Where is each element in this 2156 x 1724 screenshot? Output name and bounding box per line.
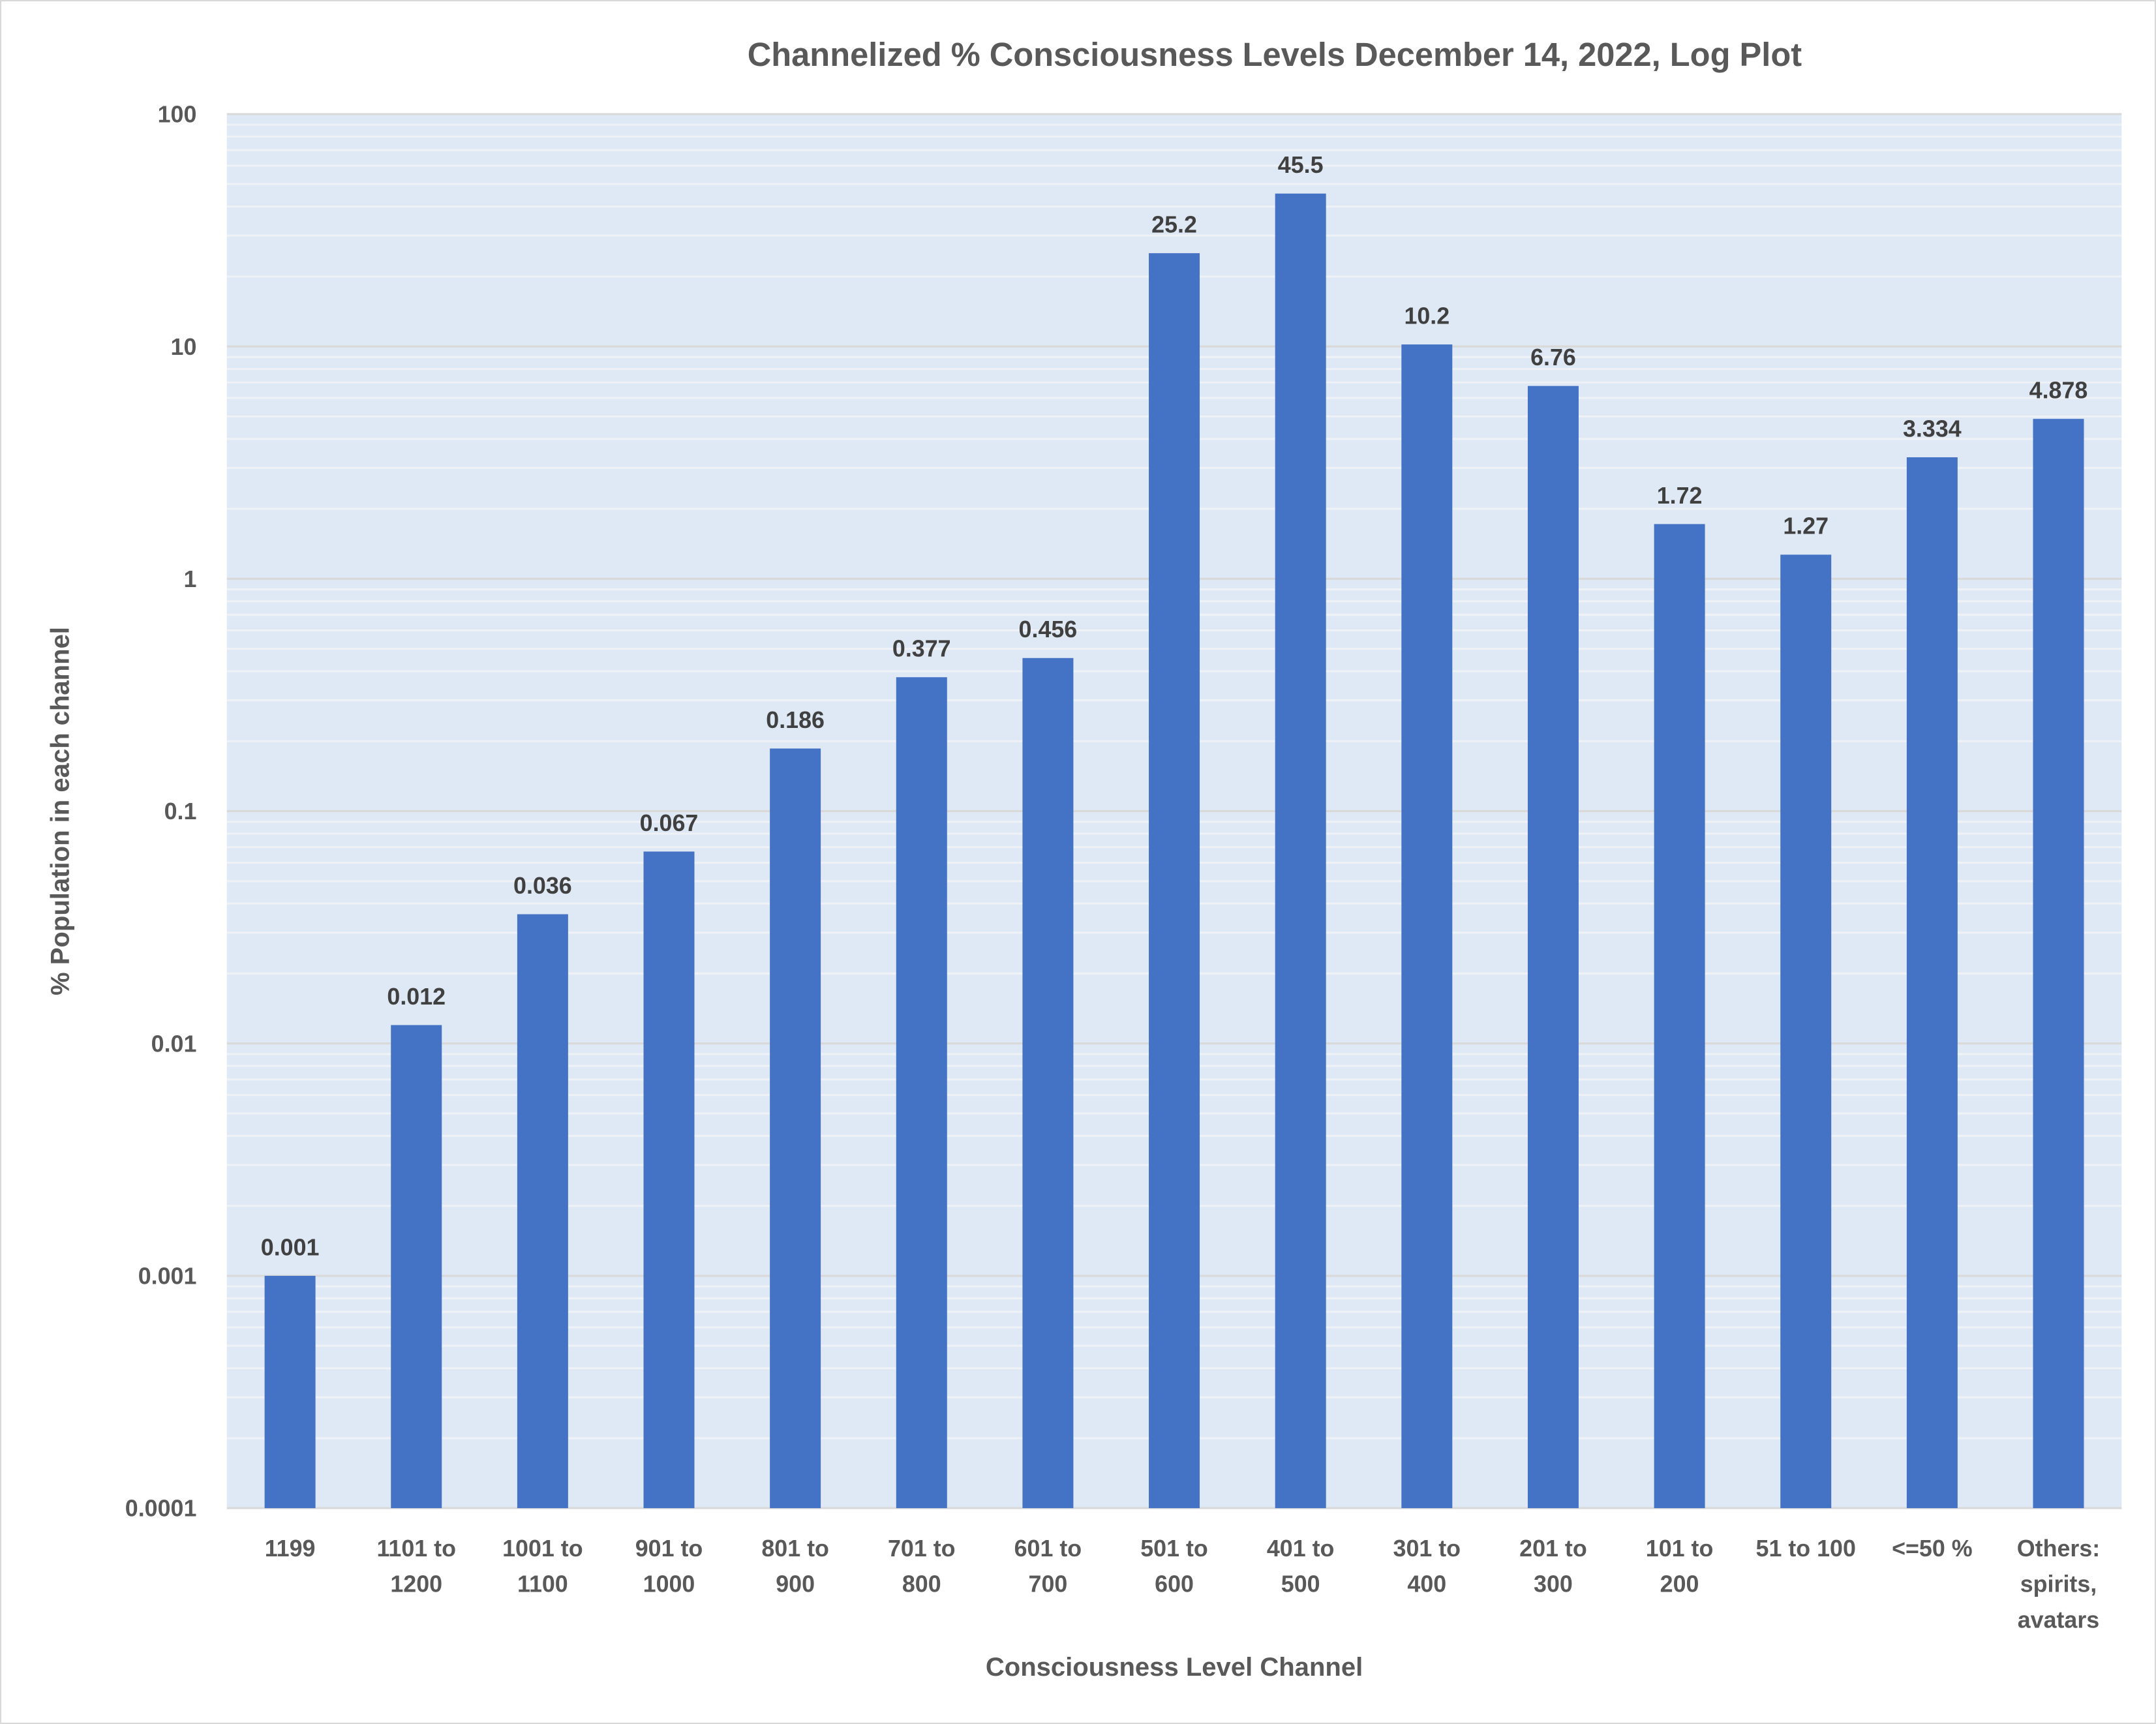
bar: [2033, 419, 2084, 1509]
x-tick-label: 301 to: [1393, 1535, 1461, 1562]
x-tick-label: 1199: [265, 1535, 316, 1562]
data-label: 3.334: [1903, 416, 1962, 442]
bar: [643, 851, 695, 1509]
x-tick-label: 401 to: [1267, 1535, 1335, 1562]
bar: [770, 748, 821, 1509]
data-label: 0.036: [513, 873, 572, 899]
x-tick-label: 1200: [390, 1571, 442, 1597]
x-tick-label: 1001 to: [502, 1535, 583, 1562]
x-tick-label: 500: [1281, 1571, 1320, 1597]
data-label: 6.76: [1530, 344, 1576, 371]
bar: [1906, 457, 1958, 1509]
x-tick-label: 1101 to: [376, 1535, 456, 1562]
x-tick-label: 600: [1155, 1571, 1194, 1597]
bar: [896, 677, 947, 1509]
bar: [1654, 524, 1705, 1509]
y-tick-label: 100: [158, 102, 197, 128]
x-tick-label: 1000: [643, 1571, 695, 1597]
x-tick-label: 900: [776, 1571, 815, 1597]
x-tick-label: 200: [1660, 1571, 1699, 1597]
y-tick-label: 10: [171, 334, 197, 360]
x-tick-label: 101 to: [1646, 1535, 1714, 1562]
x-tick-label: 1100: [517, 1571, 568, 1597]
bar: [1022, 658, 1074, 1509]
data-label: 0.456: [1019, 616, 1078, 643]
x-tick-label: <=50 %: [1892, 1535, 1973, 1562]
bar: [1527, 386, 1579, 1509]
data-label: 1.72: [1657, 483, 1703, 509]
y-tick-label: 0.01: [151, 1031, 197, 1057]
x-tick-label: 51 to 100: [1756, 1535, 1856, 1562]
x-tick-label: 501 to: [1140, 1535, 1208, 1562]
bar: [1780, 554, 1832, 1509]
bar: [1275, 193, 1326, 1509]
bar: [1401, 344, 1453, 1509]
bar: [391, 1025, 442, 1509]
x-tick-label: 801 to: [761, 1535, 829, 1562]
y-tick-label: 1: [183, 566, 196, 592]
x-tick-label: spirits,: [2020, 1571, 2097, 1597]
data-label: 25.2: [1151, 212, 1197, 238]
x-tick-label: 701 to: [888, 1535, 956, 1562]
y-tick-label: 0.001: [138, 1263, 197, 1290]
x-tick-label: 901 to: [635, 1535, 703, 1562]
data-label: 0.377: [892, 636, 951, 662]
x-axis-title: Consciousness Level Channel: [986, 1653, 1363, 1682]
data-label: 0.067: [640, 810, 699, 836]
bar: [264, 1275, 316, 1509]
x-tick-label: Others:: [2017, 1535, 2100, 1562]
x-tick-label: 201 to: [1519, 1535, 1587, 1562]
data-label: 45.5: [1278, 152, 1324, 178]
data-label: 1.27: [1783, 513, 1829, 539]
x-tick-label: 700: [1029, 1571, 1068, 1597]
data-label: 0.001: [261, 1234, 320, 1260]
bar: [517, 914, 568, 1509]
y-axis-title: % Population in each channel: [46, 627, 74, 995]
bar: [1149, 253, 1200, 1509]
x-tick-label: avatars: [2018, 1607, 2100, 1633]
y-tick-label: 0.1: [164, 798, 197, 824]
x-tick-label: 300: [1534, 1571, 1573, 1597]
x-tick-label: 601 to: [1014, 1535, 1082, 1562]
x-tick-label: 800: [902, 1571, 941, 1597]
data-label: 0.186: [766, 707, 825, 733]
data-label: 0.012: [387, 984, 446, 1010]
y-tick-label: 0.0001: [125, 1496, 197, 1522]
chart-title: Channelized % Consciousness Levels Decem…: [748, 36, 1802, 73]
x-tick-label: 400: [1407, 1571, 1446, 1597]
plot-area: 0.0001 0.001 0.01 0.1 1 10 100 0.001 1199 0.012 11…: [125, 102, 2122, 1633]
data-label: 4.878: [2029, 378, 2088, 404]
data-label: 10.2: [1404, 303, 1450, 329]
